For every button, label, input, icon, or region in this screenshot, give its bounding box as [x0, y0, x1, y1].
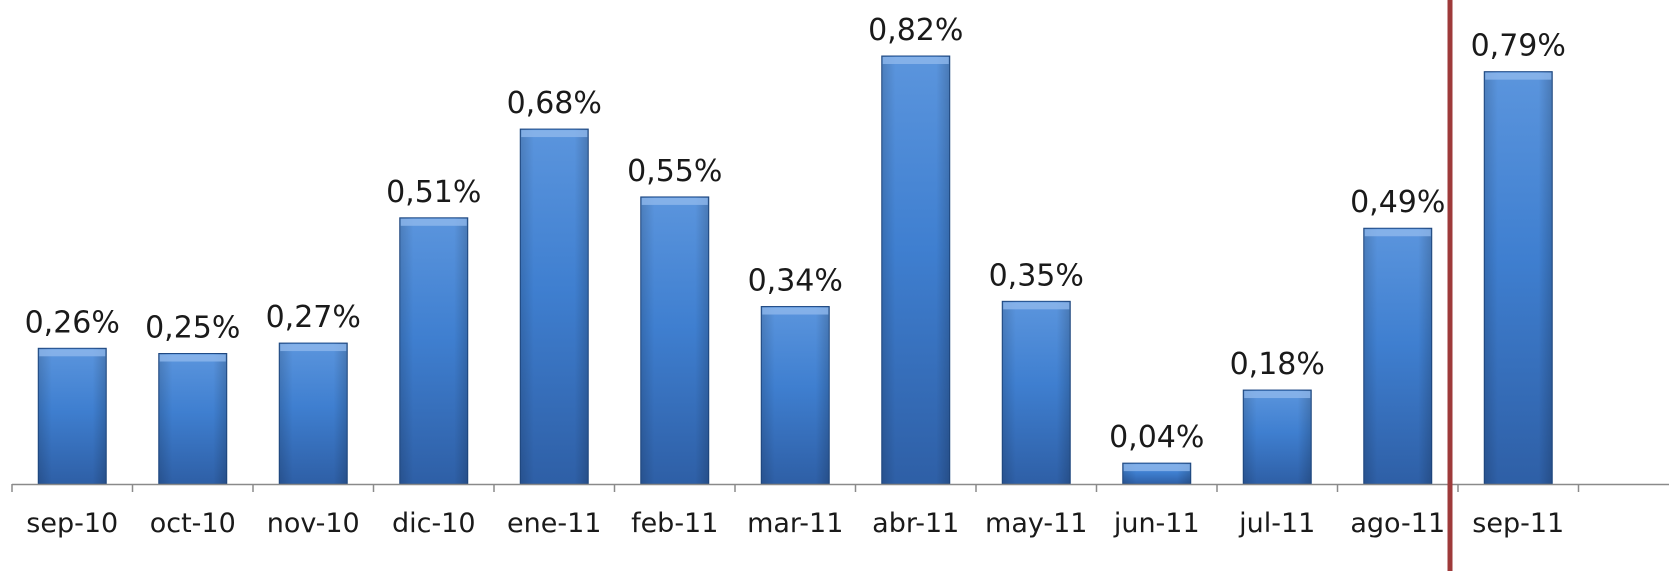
- bars-group: [37, 55, 1553, 485]
- bar-highlight: [762, 307, 829, 315]
- bar-highlight: [159, 354, 226, 362]
- data-label: 0,34%: [748, 264, 843, 299]
- bar-shade: [1002, 301, 1071, 484]
- data-label: 0,35%: [989, 258, 1084, 293]
- x-tick-label: mar-11: [747, 508, 843, 539]
- data-label: 0,55%: [627, 154, 722, 189]
- bar-nov-10: [278, 342, 348, 485]
- bar-shade: [1484, 71, 1553, 484]
- bar-highlight: [521, 130, 588, 138]
- data-label: 0,82%: [868, 13, 963, 48]
- bar-shade: [1363, 228, 1432, 484]
- x-tick-label: nov-10: [267, 508, 360, 539]
- bar-dic-10: [399, 217, 469, 485]
- bar-abr-11: [881, 55, 951, 485]
- bar-highlight: [1123, 464, 1190, 472]
- x-tick-label: feb-11: [631, 508, 718, 539]
- bar-sep-11: [1483, 71, 1553, 485]
- bar-highlight: [1003, 302, 1070, 310]
- x-tick-label: ene-11: [507, 508, 601, 539]
- bar-oct-10: [158, 353, 228, 485]
- bar-shade: [640, 196, 709, 485]
- data-label: 0,79%: [1471, 29, 1566, 64]
- bar-shade: [1243, 390, 1312, 484]
- bar-ago-11: [1363, 227, 1433, 485]
- data-label: 0,25%: [145, 311, 240, 346]
- bar-shade: [279, 343, 348, 484]
- bar-mar-11: [760, 306, 830, 485]
- bar-highlight: [280, 344, 347, 352]
- data-label: 0,04%: [1109, 420, 1204, 455]
- x-tick-labels-group: sep-10 oct-10 nov-10 dic-10 ene-11 feb-11 mar-…: [26, 508, 1564, 539]
- bar-jul-11: [1242, 389, 1312, 485]
- x-tick-label: abr-11: [872, 508, 959, 539]
- bar-feb-11: [640, 196, 710, 485]
- x-tick-label: jul-11: [1238, 508, 1315, 539]
- bar-shade: [520, 129, 589, 484]
- x-tick-label: sep-10: [26, 508, 118, 539]
- data-label: 0,49%: [1350, 185, 1445, 220]
- data-label: 0,68%: [507, 86, 602, 121]
- x-tick-label: sep-11: [1472, 508, 1564, 539]
- bar-sep-10: [37, 347, 107, 485]
- bar-highlight: [1364, 229, 1431, 237]
- bar-highlight: [400, 218, 467, 226]
- bar-highlight: [39, 349, 106, 357]
- bar-highlight: [882, 57, 949, 64]
- x-tick-label: dic-10: [392, 508, 476, 539]
- x-tick-label: may-11: [985, 508, 1087, 539]
- bar-jun-11: [1122, 462, 1192, 485]
- bar-shade: [761, 306, 830, 484]
- bar-shade: [38, 348, 107, 484]
- bar-highlight: [1244, 391, 1311, 399]
- x-tick-label: oct-10: [150, 508, 236, 539]
- bar-shade: [881, 56, 950, 484]
- bar-shade: [158, 353, 227, 484]
- x-tick-label: ago-11: [1350, 508, 1445, 539]
- data-label: 0,18%: [1230, 347, 1325, 382]
- data-label: 0,51%: [386, 175, 481, 210]
- bar-ene-11: [519, 128, 589, 485]
- data-labels-group: 0,26% 0,25% 0,27% 0,51% 0,68% 0,55% 0,34% 0,82%…: [25, 13, 1566, 455]
- x-tick-label: jun-11: [1113, 508, 1200, 539]
- bar-highlight: [641, 197, 708, 205]
- bar-shade: [399, 217, 468, 484]
- x-axis: [11, 0, 1669, 571]
- bar-may-11: [1001, 300, 1071, 485]
- data-label: 0,27%: [266, 300, 361, 335]
- data-label: 0,26%: [25, 305, 120, 340]
- bar-highlight: [1485, 72, 1552, 80]
